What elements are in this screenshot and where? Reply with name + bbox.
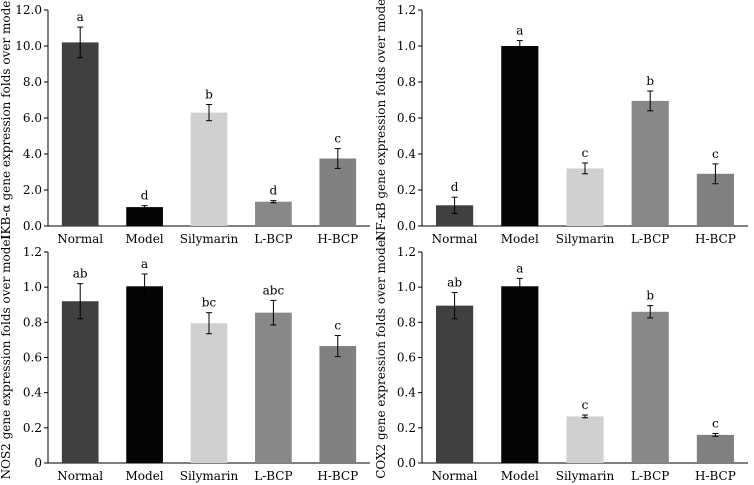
- cox2-x-tick-label: L-BCP: [631, 469, 669, 483]
- nos2-bar-h-bcp: [319, 346, 357, 463]
- cox2-bar-normal: [436, 305, 474, 463]
- nfkb-y-tick-label: 1.0: [397, 39, 416, 53]
- nfkb-x-tick-label: Silymarin: [556, 232, 615, 246]
- nos2-y-tick-label: 1.0: [23, 280, 42, 294]
- ikba-y-tick-label: 0.0: [23, 219, 42, 233]
- nfkb-x-tick-label: Model: [501, 232, 539, 246]
- cox2-y-tick-label: 0.6: [397, 351, 416, 365]
- nos2-bar-l-bcp: [255, 312, 292, 463]
- nfkb-x-tick-label: H-BCP: [695, 232, 736, 246]
- nos2-y-tick-label: 0.6: [23, 351, 42, 365]
- nos2-significance-label: bc: [202, 296, 217, 310]
- nfkb-significance-label: c: [582, 146, 589, 160]
- ikba-significance-label: c: [334, 132, 341, 146]
- nfkb-x-tick-label: L-BCP: [631, 232, 669, 246]
- ikba-bar-model: [126, 207, 163, 226]
- ikba-y-tick-label: 10.0: [15, 39, 42, 53]
- cox2-bar-l-bcp: [631, 311, 669, 463]
- cox2-bar-silymarin: [566, 416, 604, 463]
- nfkb-y-tick-label: 0.4: [397, 147, 416, 161]
- nos2-x-tick-label: Normal: [57, 469, 103, 483]
- cox2-y-axis-title: COX2 gene expression folds over model: [374, 236, 388, 479]
- ikba-y-axis-title: IKB-α gene expression folds over model: [0, 0, 13, 239]
- nos2-y-axis-title: NOS2 gene expression folds over model: [0, 235, 13, 479]
- nos2-bar-model: [126, 286, 163, 463]
- cox2-y-tick-label: 1.2: [397, 245, 416, 259]
- ikba-significance-label: d: [141, 189, 149, 203]
- ikba-bar-normal: [61, 42, 99, 227]
- ikba-x-tick-label: H-BCP: [317, 232, 358, 246]
- ikba-significance-label: d: [270, 184, 278, 198]
- cox2-x-tick-label: H-BCP: [695, 469, 736, 483]
- ikba-significance-label: a: [77, 10, 84, 24]
- cox2-y-tick-label: 0.8: [397, 315, 416, 329]
- nos2-bar-normal: [61, 301, 99, 463]
- nos2-significance-label: ab: [73, 267, 88, 281]
- nfkb-x-tick-label: Normal: [432, 232, 478, 246]
- ikba-x-tick-label: Silymarin: [180, 232, 239, 246]
- nfkb-bar-model: [501, 46, 539, 226]
- cox2-significance-label: c: [582, 398, 589, 412]
- ikba-y-tick-label: 6.0: [23, 111, 42, 125]
- nfkb-y-tick-label: 1.2: [397, 3, 416, 17]
- ikba-bar-silymarin: [190, 112, 228, 226]
- ikba-y-tick-label: 2.0: [23, 183, 42, 197]
- cox2-bar-h-bcp: [696, 434, 734, 463]
- ikba-significance-label: b: [205, 88, 213, 102]
- nfkb-significance-label: d: [451, 180, 459, 194]
- ikba-y-tick-label: 8.0: [23, 75, 42, 89]
- nos2-x-tick-label: H-BCP: [317, 469, 358, 483]
- nos2-chart: 0 0.2 0.4 0.6 0.8 1.0 1.2 NOS2 gene expression …: [0, 235, 370, 483]
- cox2-significance-label: ab: [447, 275, 462, 289]
- nos2-y-tick-label: 0.4: [23, 386, 42, 400]
- nos2-y-tick-label: 0: [34, 456, 42, 470]
- ikba-bar-h-bcp: [319, 158, 357, 226]
- cox2-significance-label: a: [516, 261, 523, 275]
- cox2-y-tick-label: 0.4: [397, 386, 416, 400]
- nos2-y-tick-label: 0.2: [23, 421, 42, 435]
- ikba-y-tick-label: 12.0: [15, 3, 42, 17]
- nfkb-chart: 0.0 0.2 0.4 0.6 0.8 1.0 1.2 NF-κB gene expressi…: [374, 0, 748, 246]
- cox2-chart: 0.0 0.2 0.4 0.6 0.8 1.0 1.2 COX2 gene expressio…: [374, 236, 748, 483]
- nfkb-bar-normal: [436, 205, 474, 226]
- cox2-y-tick-label: 0.0: [397, 456, 416, 470]
- ikba-x-tick-label: Normal: [57, 232, 103, 246]
- cox2-x-tick-label: Silymarin: [556, 469, 615, 483]
- nfkb-significance-label: b: [646, 74, 654, 88]
- cox2-y-tick-label: 1.0: [397, 280, 416, 294]
- nos2-y-tick-label: 0.8: [23, 315, 42, 329]
- nos2-bar-silymarin: [190, 323, 228, 463]
- nfkb-significance-label: a: [516, 24, 523, 38]
- nos2-significance-label: c: [334, 319, 341, 333]
- cox2-bar-model: [501, 286, 539, 463]
- ikba-bar-l-bcp: [255, 201, 292, 226]
- nos2-x-tick-label: Model: [126, 469, 164, 483]
- nfkb-y-tick-label: 0.2: [397, 183, 416, 197]
- nfkb-y-tick-label: 0.8: [397, 75, 416, 89]
- ikba-x-tick-label: Model: [126, 232, 164, 246]
- nfkb-y-axis-title: NF-κB gene expression folds over model: [374, 0, 388, 241]
- ikba-x-tick-label: L-BCP: [254, 232, 292, 246]
- nos2-significance-label: a: [141, 257, 148, 271]
- nos2-x-tick-label: Silymarin: [180, 469, 239, 483]
- nfkb-bar-silymarin: [566, 168, 604, 226]
- nfkb-y-tick-label: 0.0: [397, 219, 416, 233]
- nos2-x-tick-label: L-BCP: [254, 469, 292, 483]
- nos2-significance-label: abc: [263, 283, 285, 297]
- cox2-x-tick-label: Normal: [432, 469, 478, 483]
- cox2-x-tick-label: Model: [501, 469, 539, 483]
- nfkb-significance-label: c: [712, 147, 719, 161]
- cox2-significance-label: c: [712, 416, 719, 430]
- nfkb-y-tick-label: 0.6: [397, 111, 416, 125]
- ikba-y-tick-label: 4.0: [23, 147, 42, 161]
- nfkb-bar-l-bcp: [631, 100, 669, 226]
- cox2-y-tick-label: 0.2: [397, 421, 416, 435]
- nos2-y-tick-label: 1.2: [23, 245, 42, 259]
- cox2-significance-label: b: [646, 289, 654, 303]
